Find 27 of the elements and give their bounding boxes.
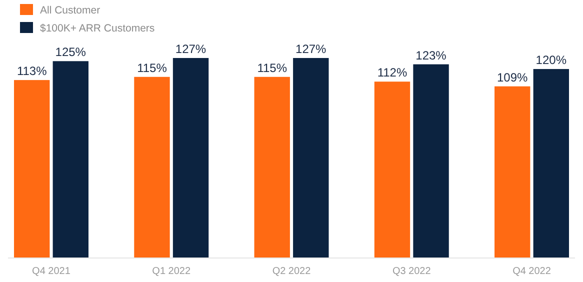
- data-label: 127%: [296, 42, 327, 56]
- bar: [293, 58, 329, 258]
- bar: [494, 86, 530, 258]
- bar: [413, 64, 449, 258]
- data-label: 112%: [377, 66, 408, 80]
- bar: [172, 58, 209, 258]
- bar: [134, 76, 170, 258]
- bar: [14, 80, 50, 258]
- data-label: 109%: [497, 70, 528, 84]
- bar: [533, 69, 569, 258]
- data-label: 115%: [137, 60, 168, 75]
- data-label: 115%: [257, 60, 288, 75]
- bar: [374, 82, 410, 258]
- x-tick-label: Q1 2022: [152, 266, 191, 277]
- x-tick-label: Q3 2022: [392, 266, 432, 277]
- data-label: 113%: [16, 64, 48, 78]
- data-label: 127%: [175, 42, 206, 56]
- x-tick-label: Q4 2022: [512, 266, 552, 277]
- legend-label: $100K+ ARR Customers: [40, 22, 155, 34]
- data-label: 123%: [416, 48, 447, 62]
- bar: [254, 76, 290, 258]
- data-label: 120%: [536, 53, 567, 68]
- bar: [52, 61, 88, 258]
- x-tick-label: Q4 2021: [32, 266, 71, 277]
- data-label: 125%: [55, 45, 86, 60]
- legend-label: All Customer: [40, 4, 101, 16]
- x-tick-label: Q2 2022: [272, 266, 312, 277]
